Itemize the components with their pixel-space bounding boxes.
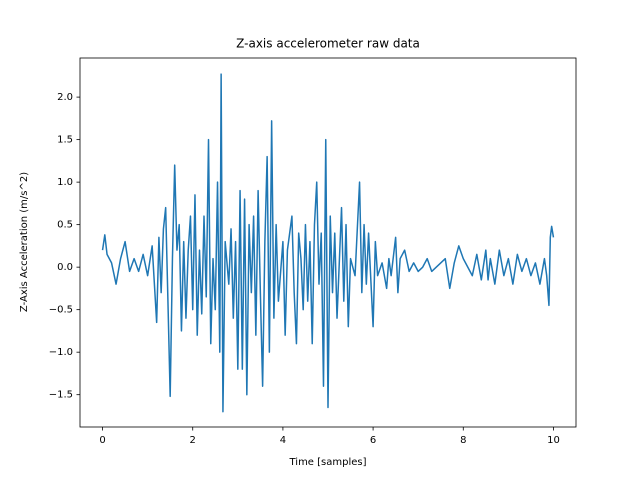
plot-frame xyxy=(79,57,577,428)
x-tick-label: 0 xyxy=(99,435,105,446)
y-axis-label: Z-Axis Acceleration (m/s^2) xyxy=(19,172,30,312)
y-tick-label: −0.5 xyxy=(49,305,73,316)
y-tick-label: 0.0 xyxy=(57,262,73,273)
x-axis-label: Time [samples] xyxy=(288,457,366,468)
y-tick-label: −1.0 xyxy=(49,347,73,358)
x-tick-label: 4 xyxy=(280,435,286,446)
x-tick-label: 2 xyxy=(190,435,196,446)
y-tick-label: 1.5 xyxy=(57,135,73,146)
chart-title: Z-axis accelerometer raw data xyxy=(236,37,420,51)
x-tick-label: 10 xyxy=(547,435,560,446)
x-tick-label: 8 xyxy=(460,435,466,446)
y-tick-label: −1.5 xyxy=(49,390,73,401)
data-line xyxy=(101,73,555,413)
y-tick-label: 2.0 xyxy=(57,92,73,103)
y-tick-label: 0.5 xyxy=(57,220,73,231)
x-tick-label: 6 xyxy=(370,435,376,446)
y-tick-label: 1.0 xyxy=(57,177,73,188)
